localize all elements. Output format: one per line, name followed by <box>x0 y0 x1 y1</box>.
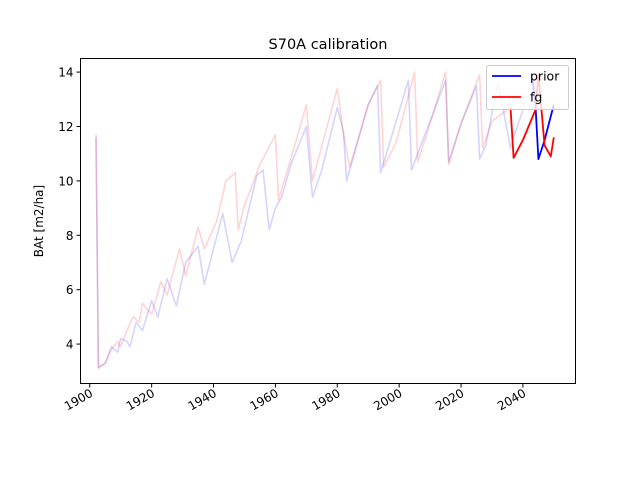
chart-title: S70A calibration <box>269 37 388 53</box>
legend-label-fg: fg <box>530 90 542 105</box>
series-line-prior-history <box>95 79 524 369</box>
y-tick-label: 4 <box>66 338 74 352</box>
x-tick-label: 2000 <box>371 386 404 413</box>
y-tick-label: 12 <box>58 120 73 134</box>
x-tick-label: 1940 <box>186 386 219 413</box>
series-line-fg-history <box>95 71 511 370</box>
y-tick-label: 14 <box>58 66 73 80</box>
x-tick-label: 1920 <box>124 386 157 413</box>
x-tick-label: 1960 <box>247 386 280 413</box>
y-tick-label: 10 <box>58 174 73 188</box>
legend-label-prior: prior <box>530 69 560 84</box>
x-tick-label: 2020 <box>433 386 466 413</box>
legend: prior fg <box>486 65 569 110</box>
y-axis: 4 6 8 10 12 14 <box>58 66 81 352</box>
x-tick-label: 1980 <box>309 386 342 413</box>
plot-frame <box>80 58 576 384</box>
y-axis-label: BAt [m2/ha] <box>32 185 46 257</box>
series-layer <box>95 71 555 370</box>
y-tick-label: 8 <box>66 229 74 243</box>
x-tick-label: 2040 <box>495 386 528 413</box>
y-tick-label: 6 <box>66 283 74 297</box>
x-axis: 1900 1920 1940 1960 1980 2000 2020 2040 <box>62 383 528 413</box>
x-tick-label: 1900 <box>62 386 95 413</box>
